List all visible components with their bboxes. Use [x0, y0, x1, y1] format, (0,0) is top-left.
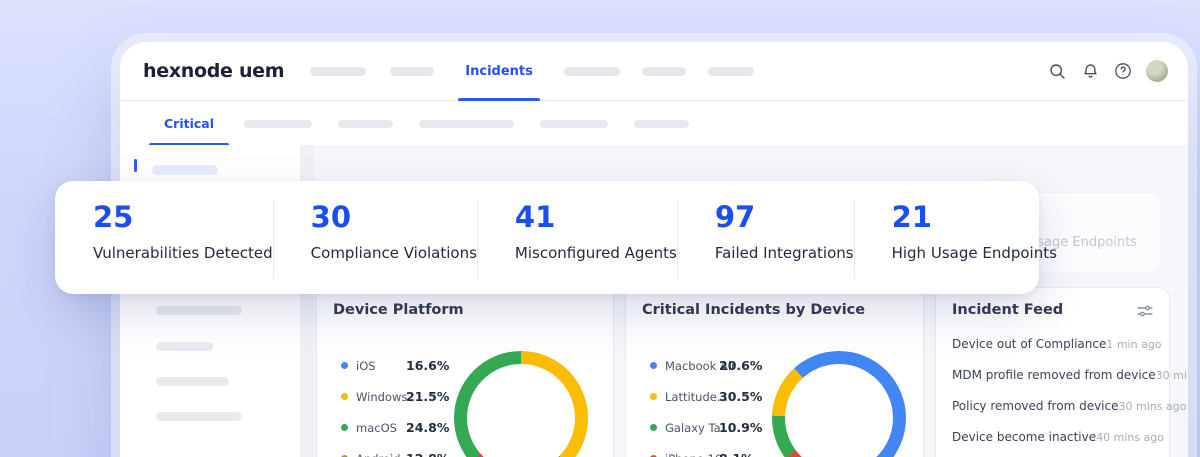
legend-dot: [341, 424, 348, 431]
critical-incidents-legend: Macbook Air 20.6% Lattitude... 30.5% Gal…: [626, 350, 762, 457]
feed-item[interactable]: MDM profile removed from device 30 mins …: [952, 365, 1188, 385]
help-icon[interactable]: [1113, 61, 1133, 81]
subnav-pill-placeholder[interactable]: [338, 119, 394, 128]
legend-dot: [341, 455, 348, 457]
legend-label: macOS: [356, 420, 397, 435]
device-platform-card: Device Platform iOS 16.6% Windows 21.5%: [316, 287, 614, 457]
legend-dot: [650, 424, 657, 431]
feed-item[interactable]: Device become inactive 40 mins ago: [952, 427, 1164, 447]
nav-pill-placeholder[interactable]: [310, 66, 367, 76]
sidebar-item-placeholder[interactable]: [156, 377, 229, 386]
legend-item: iPhone 16... 8.1%: [626, 443, 756, 457]
nav-pill-placeholder[interactable]: [390, 66, 435, 76]
legend-label: Galaxy Ta...: [665, 420, 732, 435]
legend-value: 20.6%: [719, 358, 763, 373]
stat-value: 97: [714, 200, 756, 234]
subnav-pill-placeholder[interactable]: [540, 119, 609, 128]
legend-label: Windows: [356, 389, 408, 404]
stat-value: 41: [514, 200, 556, 234]
tab-critical[interactable]: Critical: [149, 101, 230, 146]
top-navigation-bar: hexnode uem Incidents: [120, 42, 1188, 101]
sidebar-item-active[interactable]: [152, 165, 218, 175]
feed-item-time: 1 min ago: [1106, 337, 1162, 351]
feed-item-time: 30 mins ago: [1118, 399, 1187, 413]
critical-incidents-donut-chart: [772, 351, 906, 457]
legend-value: 8.1%: [719, 451, 754, 457]
sidebar-item-placeholder[interactable]: [156, 342, 213, 351]
subnav-pill-placeholder[interactable]: [419, 119, 515, 128]
nav-pill-placeholder[interactable]: [563, 66, 620, 76]
legend-item: macOS 24.8%: [317, 412, 450, 443]
legend-item: Windows 21.5%: [317, 381, 450, 412]
legend-dot: [341, 393, 348, 400]
feed-item-time: 30 mins ago: [1155, 368, 1188, 382]
feed-item-time: 40 mins ago: [1096, 430, 1165, 444]
critical-incidents-card: Critical Incidents by Device Macbook Air…: [625, 287, 924, 457]
stat-value: 21: [891, 200, 932, 234]
filter-sliders-icon[interactable]: [1137, 303, 1153, 317]
search-icon[interactable]: [1047, 61, 1067, 81]
feed-item-text: Policy removed from device: [952, 399, 1119, 413]
stat-label: High Usage Endpoints: [891, 244, 1057, 262]
legend-value: 21.5%: [406, 389, 450, 404]
stat-misconfigured-agents[interactable]: 41 Misconfigured Agents: [476, 181, 677, 294]
feed-item-text: MDM profile removed from device: [952, 368, 1156, 382]
legend-dot: [341, 362, 348, 369]
legend-dot: [650, 393, 657, 400]
stat-label: Failed Integrations: [714, 244, 854, 262]
legend-value: 10.9%: [719, 420, 763, 435]
sidebar-item-placeholder[interactable]: [156, 306, 242, 315]
legend-value: 16.6%: [406, 358, 450, 373]
stat-label: Compliance Violations: [310, 244, 477, 262]
legend-value: 30.5%: [719, 389, 763, 404]
legend-item: Lattitude... 30.5%: [626, 381, 762, 412]
sub-navigation-bar: Critical: [120, 101, 1188, 146]
feed-item-text: Device out of Compliance: [952, 337, 1107, 351]
stat-high-usage-endpoints[interactable]: 21 High Usage Endpoints: [853, 181, 1057, 294]
legend-item: Macbook Air 20.6%: [626, 350, 762, 381]
legend-label: Android: [356, 452, 400, 457]
feed-item[interactable]: Policy removed from device 30 mins ago: [952, 396, 1186, 416]
legend-label: Lattitude...: [665, 389, 728, 404]
stat-value: 25: [93, 200, 134, 234]
legend-label: Macbook Air: [665, 358, 736, 373]
legend-label: iPhone 16...: [665, 452, 733, 457]
legend-item: Android 12.8%: [317, 443, 449, 457]
feed-item[interactable]: Device out of Compliance 1 min ago: [952, 334, 1162, 354]
device-platform-donut-chart: [454, 351, 588, 457]
legend-dot: [650, 362, 657, 369]
feed-item-text: Device become inactive: [952, 430, 1097, 444]
bell-icon[interactable]: [1080, 61, 1100, 81]
key-metrics-card: 25 Vulnerabilities Detected 30 Complianc…: [55, 181, 1057, 294]
legend-value: 24.8%: [406, 420, 450, 435]
user-avatar[interactable]: [1146, 60, 1168, 82]
nav-pill-placeholder[interactable]: [641, 66, 686, 76]
sidebar-item-placeholder[interactable]: [156, 412, 242, 421]
legend-value: 12.8%: [406, 451, 449, 457]
sidebar-active-indicator: [134, 159, 137, 172]
stat-label: Misconfigured Agents: [514, 244, 677, 262]
incident-feed-card: Incident Feed Device out of Compliance 1…: [935, 287, 1188, 457]
legend-item: iOS 16.6%: [317, 350, 450, 381]
critical-incidents-title: Critical Incidents by Device: [642, 302, 866, 318]
subnav-pill-placeholder[interactable]: [244, 119, 313, 128]
tab-incidents[interactable]: Incidents: [458, 42, 540, 101]
nav-pill-placeholder[interactable]: [707, 66, 754, 76]
device-platform-title: Device Platform: [333, 302, 464, 318]
stat-value: 30: [310, 200, 352, 234]
stat-compliance-violations[interactable]: 30 Compliance Violations: [272, 181, 477, 294]
device-platform-legend: iOS 16.6% Windows 21.5% macOS 24.8%: [317, 350, 450, 457]
legend-label: iOS: [356, 358, 376, 373]
legend-dot: [650, 455, 657, 457]
stat-vulnerabilities[interactable]: 25 Vulnerabilities Detected: [55, 181, 273, 294]
hexnode-logo: hexnode uem: [143, 60, 285, 82]
legend-item: Galaxy Ta... 10.9%: [626, 412, 762, 443]
subnav-pill-placeholder[interactable]: [634, 119, 690, 128]
stat-failed-integrations[interactable]: 97 Failed Integrations: [676, 181, 854, 294]
stat-label: Vulnerabilities Detected: [93, 244, 273, 262]
incident-feed-title: Incident Feed: [952, 302, 1064, 318]
